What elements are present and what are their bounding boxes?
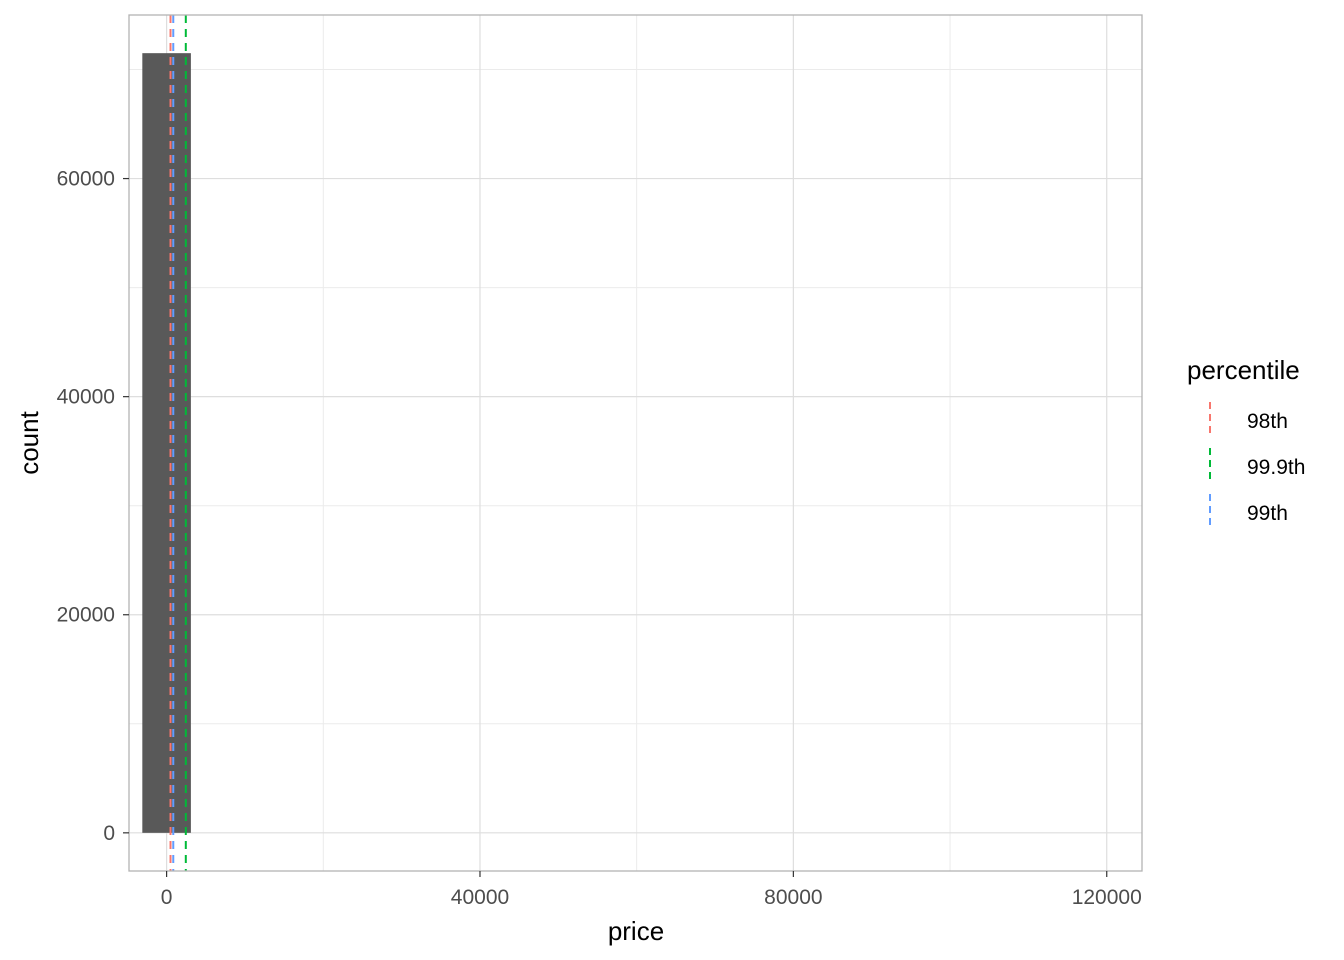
x-tick-label: 40000 xyxy=(451,886,509,909)
y-axis-title: count xyxy=(14,410,44,474)
histogram-bar xyxy=(142,53,191,833)
y-tick-label: 20000 xyxy=(57,604,115,627)
x-axis-ticks: 0 40000 80000 120000 xyxy=(161,871,1142,909)
grid-major-lines xyxy=(129,15,1142,871)
percentile-lines xyxy=(169,15,187,871)
x-axis-title: price xyxy=(608,916,664,946)
y-tick-label: 40000 xyxy=(57,386,115,409)
legend: percentile 98th 99.9th 99th xyxy=(1187,355,1305,530)
legend-label: 98th xyxy=(1247,410,1288,433)
x-tick-label: 0 xyxy=(161,886,173,909)
legend-title: percentile xyxy=(1187,355,1300,385)
panel-border xyxy=(128,14,1143,872)
grid-minor-lines xyxy=(129,15,1142,871)
x-tick-label: 120000 xyxy=(1072,886,1142,909)
y-axis-ticks: 0 20000 40000 60000 xyxy=(57,168,129,845)
legend-label: 99th xyxy=(1247,502,1288,525)
legend-label: 99.9th xyxy=(1247,456,1305,479)
x-tick-label: 80000 xyxy=(764,886,822,909)
y-tick-label: 0 xyxy=(103,822,115,845)
histogram-bars xyxy=(142,53,191,833)
y-tick-label: 60000 xyxy=(57,168,115,191)
